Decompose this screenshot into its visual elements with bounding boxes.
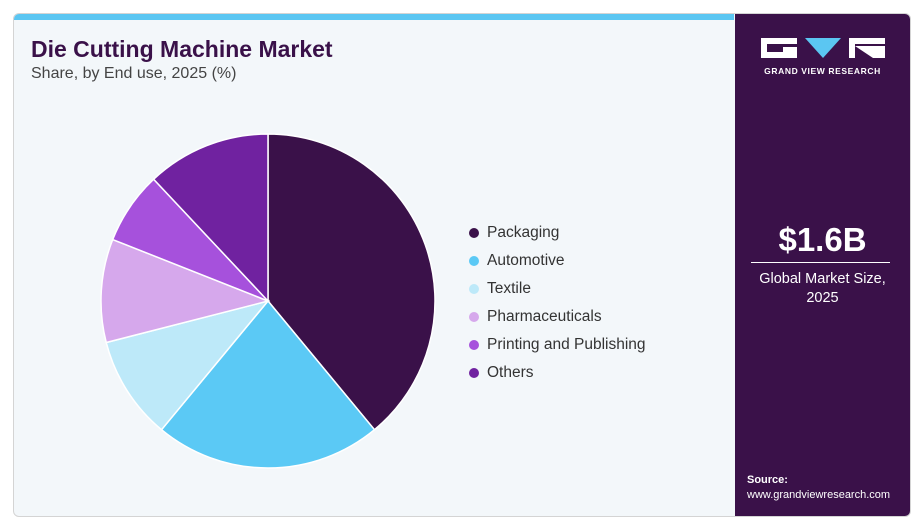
legend-dot-icon [469, 312, 479, 322]
legend-label: Others [487, 364, 534, 381]
legend-dot-icon [469, 256, 479, 266]
pie-slice-others [152, 133, 269, 303]
legend-dot-icon [469, 228, 479, 238]
divider [751, 262, 890, 263]
pie-slice-textile [105, 299, 271, 431]
legend-item: Packaging [469, 219, 646, 247]
chart-subtitle: Share, by End use, 2025 (%) [31, 65, 237, 82]
pie-slice-pharmaceuticals [100, 238, 271, 344]
legend-item: Automotive [469, 247, 646, 275]
gvr-logo-icon [761, 38, 885, 58]
sidebar-panel: GRAND VIEW RESEARCH $1.6B Global Market … [735, 14, 910, 516]
market-size-label: Global Market Size, 2025 [759, 271, 886, 306]
legend-label: Pharmaceuticals [487, 308, 602, 325]
legend-item: Others [469, 359, 646, 387]
brand-name: GRAND VIEW RESEARCH [764, 66, 881, 76]
legend-label: Printing and Publishing [487, 336, 646, 353]
source-label: Source: [747, 474, 788, 486]
accent-bar [14, 14, 734, 20]
source-link[interactable]: www.grandviewresearch.com [747, 489, 891, 501]
legend-item: Printing and Publishing [469, 331, 646, 359]
market-size-value: $1.6B [778, 221, 867, 258]
legend-item: Textile [469, 275, 646, 303]
legend-dot-icon [469, 368, 479, 378]
chart-card: Die Cutting Machine Market Share, by End… [13, 13, 911, 517]
pie-chart [100, 133, 436, 469]
pie-slice-automotive [160, 299, 376, 469]
chart-title: Die Cutting Machine Market [31, 36, 333, 62]
legend-dot-icon [469, 284, 479, 294]
chart-legend: Packaging Automotive Textile Pharmaceutical… [469, 219, 646, 387]
legend-label: Packaging [487, 224, 560, 241]
pie-slice-packaging [267, 133, 436, 431]
legend-dot-icon [469, 340, 479, 350]
legend-label: Textile [487, 280, 531, 297]
legend-item: Pharmaceuticals [469, 303, 646, 331]
legend-label: Automotive [487, 252, 565, 269]
